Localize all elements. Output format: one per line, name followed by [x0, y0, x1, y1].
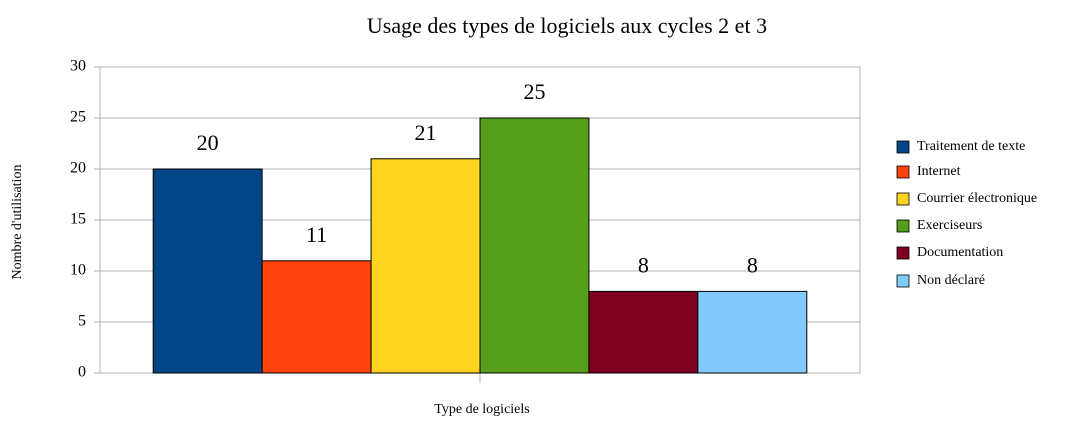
legend-label: Non déclaré — [917, 273, 985, 288]
legend-label: Internet — [917, 164, 961, 179]
legend-swatch — [896, 219, 910, 233]
y-tick-label: 25 — [70, 109, 86, 126]
legend-label: Courrier électronique — [917, 191, 1037, 206]
data-label: 11 — [306, 222, 327, 247]
y-tick-label: 5 — [78, 313, 86, 330]
legend-label: Exerciseurs — [917, 218, 982, 233]
bar — [588, 290, 699, 374]
data-label: 21 — [415, 120, 437, 145]
y-tick-label: 20 — [70, 160, 86, 177]
data-label: 20 — [197, 130, 219, 155]
legend-swatch — [896, 165, 910, 179]
legend-swatch — [896, 192, 910, 206]
chart-title: Usage des types de logiciels aux cycles … — [367, 13, 767, 38]
legend-label: Traitement de texte — [917, 139, 1025, 154]
y-tick-label: 15 — [70, 211, 86, 228]
legend-swatch — [896, 140, 910, 154]
y-tick-label: 10 — [70, 262, 86, 279]
legend-swatch — [896, 246, 910, 260]
data-label: 8 — [747, 252, 758, 277]
data-label: 25 — [523, 79, 545, 104]
bar — [370, 158, 481, 374]
bar — [152, 168, 263, 374]
bar — [479, 117, 590, 374]
x-axis-label: Type de logiciels — [434, 402, 529, 417]
y-tick-label: 0 — [78, 364, 86, 381]
data-label: 8 — [638, 252, 649, 277]
bar — [261, 260, 372, 374]
legend-swatch — [896, 274, 910, 288]
bar — [697, 290, 808, 374]
y-tick-label: 30 — [70, 58, 86, 75]
legend-label: Documentation — [917, 245, 1003, 260]
y-axis-label: Nombre d'utilisation — [10, 165, 25, 280]
